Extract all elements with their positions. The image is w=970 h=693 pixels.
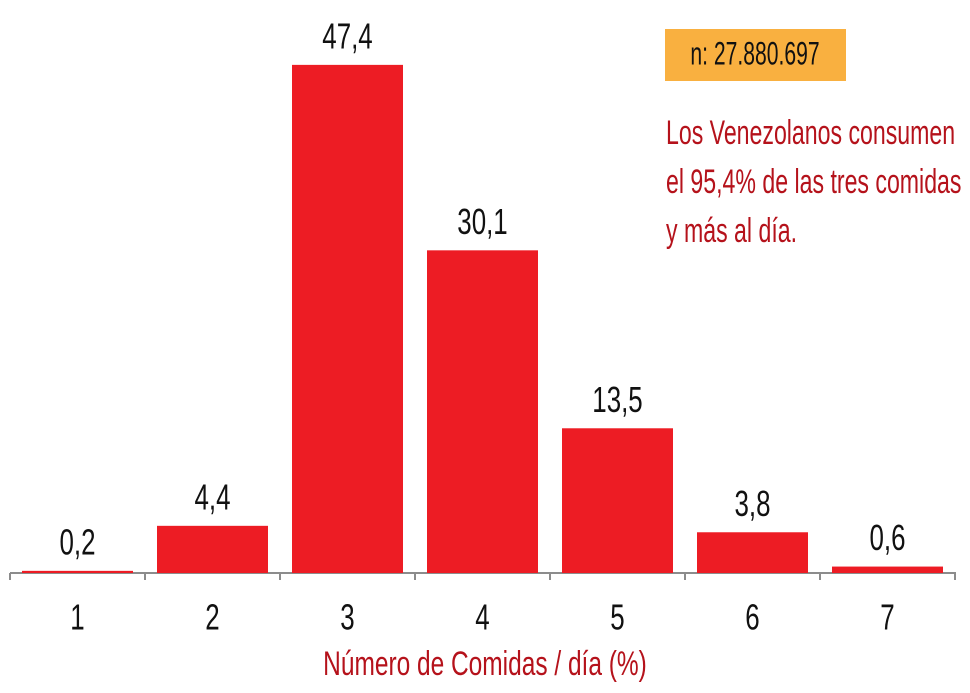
bar: [427, 250, 538, 573]
x-tick-label: 4: [475, 597, 489, 637]
note-line: el 95,4% de las tres comidas: [666, 164, 961, 201]
x-tick-label: 3: [340, 597, 354, 637]
bar: [697, 532, 808, 573]
value-label: 0,6: [869, 518, 905, 558]
bar: [22, 570, 133, 573]
bar: [157, 525, 268, 573]
x-tick-label: 6: [745, 597, 759, 637]
value-label: 13,5: [592, 380, 642, 420]
value-label: 3,8: [734, 484, 770, 524]
bar: [292, 64, 403, 573]
sample-size: n: 27.880.697: [690, 35, 819, 72]
x-axis-label: Número de Comidas / día (%): [323, 645, 647, 683]
value-label: 4,4: [194, 477, 230, 517]
x-tick-label: 1: [70, 597, 84, 637]
bar: [562, 428, 673, 573]
note-line: Los Venezolanos consumen: [666, 115, 955, 152]
value-label: 0,2: [59, 522, 95, 562]
x-tick-label: 2: [205, 597, 219, 637]
x-tick-label: 5: [610, 597, 624, 637]
sample-box: [665, 29, 846, 81]
x-tick-label: 7: [880, 597, 894, 637]
bar: [832, 566, 943, 573]
value-label: 47,4: [322, 16, 372, 56]
note-line: y más al día.: [666, 213, 797, 250]
value-label: 30,1: [457, 202, 507, 242]
